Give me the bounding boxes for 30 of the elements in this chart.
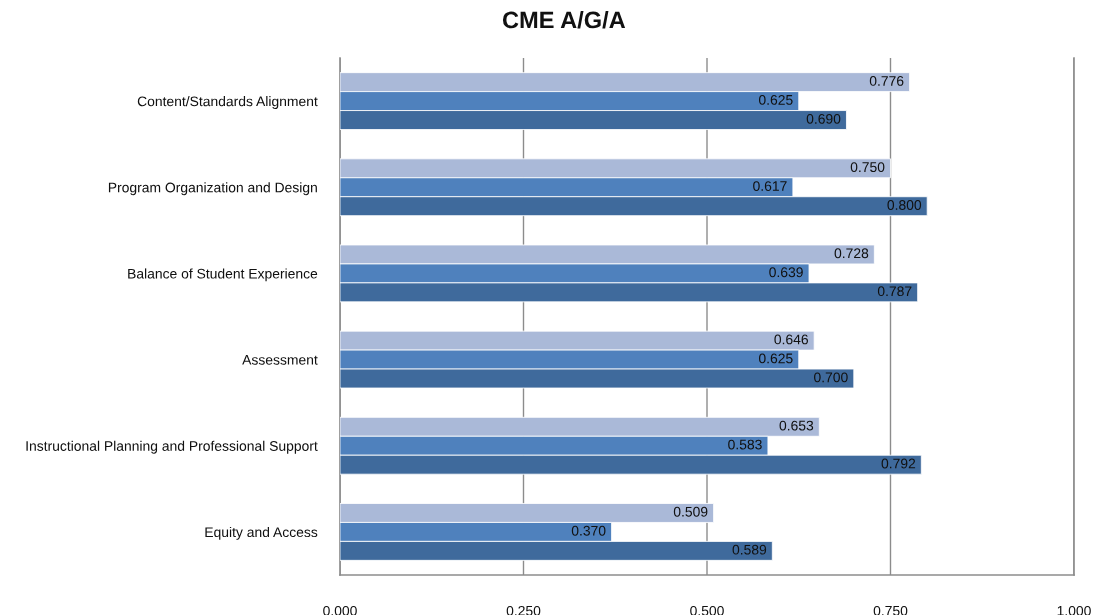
data-label: 0.617 (753, 181, 787, 191)
x-tick-label: 0.250 (506, 605, 541, 615)
data-label: 0.639 (769, 267, 803, 278)
y-tick-label: Balance of Student Experience (128, 268, 318, 282)
x-tick-label: 0.000 (323, 605, 357, 615)
data-label: 0.690 (806, 113, 841, 124)
data-label: 0.728 (834, 248, 869, 259)
y-tick-label: Assessment (242, 355, 318, 365)
x-tick-label: 1.000 (1057, 605, 1091, 615)
y-tick-label: Instructional Planning and Professional Support (26, 440, 318, 454)
y-tick-label: Content/Standards Alignment (137, 96, 318, 109)
data-label: 0.653 (779, 420, 814, 431)
data-label: 0.370 (571, 525, 606, 536)
data-label: 0.509 (673, 506, 708, 517)
data-label: 0.583 (728, 439, 762, 450)
data-label: 0.750 (850, 162, 885, 173)
data-label: 0.700 (814, 372, 848, 383)
data-label: 0.776 (869, 76, 904, 86)
y-tick-label: Program Organization and Design (108, 182, 317, 196)
data-label: 0.625 (758, 353, 793, 364)
data-label: 0.792 (881, 458, 916, 469)
data-label: 0.787 (877, 286, 912, 297)
data-label: 0.646 (774, 334, 808, 345)
y-tick-label: Equity and Access (205, 526, 318, 540)
x-tick-label: 0.500 (690, 605, 724, 615)
data-label: 0.589 (732, 544, 767, 555)
data-label: 0.625 (758, 94, 793, 105)
data-label: 0.800 (887, 200, 922, 210)
x-tick-label: 0.750 (873, 605, 908, 615)
chart-title: CME A/G/A (502, 11, 626, 29)
